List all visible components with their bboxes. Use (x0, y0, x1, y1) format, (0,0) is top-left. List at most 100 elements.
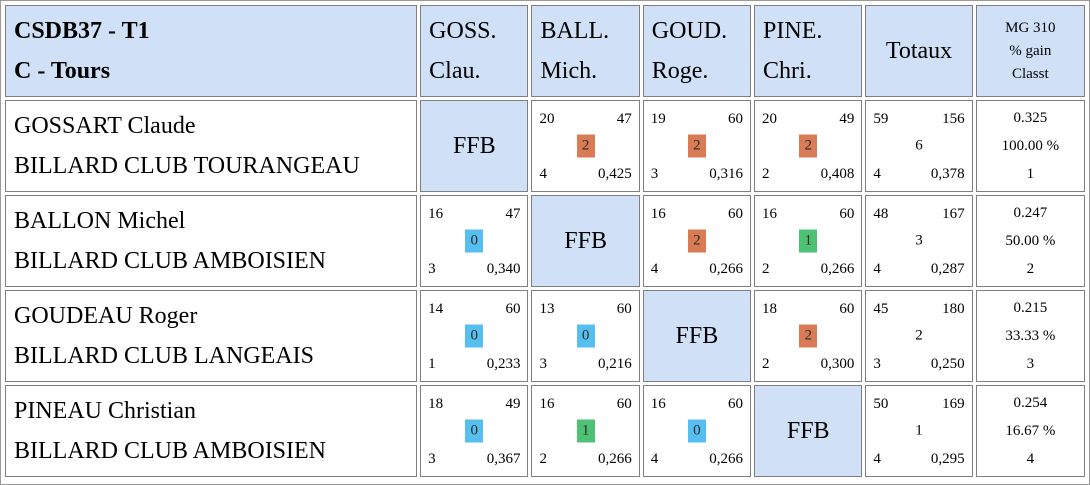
innings: 60 (839, 301, 855, 317)
win-percentage: 50.00 % (1005, 233, 1056, 249)
total-match-points: 6 (915, 137, 923, 154)
player-identity-cell: GOUDEAU Roger BILLARD CLUB LANGEAIS (5, 290, 418, 382)
average: 0,266 (598, 451, 632, 467)
player-identity-cell: BALLON Michel BILLARD CLUB AMBOISIEN (5, 195, 418, 287)
results-body: GOSSART Claude BILLARD CLUB TOURANGEAU FFB… (5, 100, 1085, 477)
match-score-cell: 16 60 0 4 0,266 (642, 385, 752, 477)
total-best-series: 4 (873, 261, 881, 277)
player-identity-cell: GOSSART Claude BILLARD CLUB TOURANGEAU (5, 100, 418, 192)
points-scored: 13 (539, 301, 555, 317)
player-header-line2: Mich. (540, 58, 598, 84)
points-scored: 16 (650, 396, 666, 412)
total-average: 0,287 (930, 261, 965, 277)
player-name: GOUDEAU Roger (14, 303, 198, 329)
stats-header: MG 310 % gain Classt (975, 5, 1085, 97)
ranking: 2 (1026, 261, 1035, 277)
stats-cell: 0.247 50.00 % 2 (975, 195, 1085, 287)
match-points-badge: 1 (576, 419, 595, 443)
ranking: 3 (1026, 356, 1035, 372)
match-points-badge: 2 (799, 134, 818, 158)
best-series: 2 (539, 451, 547, 467)
total-average: 0,295 (930, 451, 965, 467)
total-points: 45 (873, 301, 889, 317)
points-scored: 16 (762, 206, 778, 222)
player-club: BILLARD CLUB TOURANGEAU (14, 153, 360, 179)
total-innings: 180 (942, 301, 965, 317)
totals-header: Totaux (865, 5, 973, 97)
total-innings: 169 (942, 396, 965, 412)
total-points: 59 (873, 111, 889, 127)
match-points-badge: 0 (687, 419, 706, 443)
ranking: 4 (1026, 451, 1035, 467)
match-points-badge: 2 (576, 134, 595, 158)
average: 0,408 (820, 166, 855, 182)
player-club: BILLARD CLUB AMBOISIEN (14, 248, 327, 274)
average: 0,266 (709, 451, 744, 467)
player-name: PINEAU Christian (14, 398, 196, 424)
match-score-cell: 20 49 2 2 0,408 (754, 100, 863, 192)
player-header-line1: GOSS. (429, 18, 497, 44)
average: 0,266 (709, 261, 744, 277)
match-points-badge: 2 (799, 324, 818, 348)
best-series: 3 (428, 261, 436, 277)
self-match-cell: FFB (642, 290, 752, 382)
stats-cell: 0.215 33.33 % 3 (975, 290, 1085, 382)
points-scored: 16 (650, 206, 666, 222)
points-scored: 16 (539, 396, 555, 412)
stats-header-mg: MG 310 (1005, 19, 1056, 36)
totals-cell: 48 167 3 4 0,287 (865, 195, 973, 287)
best-series: 2 (762, 261, 770, 277)
best-series: 4 (650, 451, 659, 467)
self-match-cell: FFB (531, 195, 640, 287)
ranking: 1 (1026, 166, 1035, 182)
player-header-line1: GOUD. (651, 18, 728, 44)
stats-cell: 0.254 16.67 % 4 (975, 385, 1085, 477)
general-average: 0.325 (1013, 110, 1048, 126)
total-points: 48 (873, 206, 889, 222)
total-match-points: 3 (915, 232, 923, 249)
match-score-cell: 18 49 0 3 0,367 (420, 385, 529, 477)
innings: 47 (505, 206, 521, 222)
match-score-cell: 14 60 0 1 0,233 (420, 290, 529, 382)
header-row: CSDB37 - T1 C - Tours GOSS. Clau. BALL. … (5, 5, 1085, 97)
player-header-1: GOSS. Clau. (420, 5, 529, 97)
competition-location: C - Tours (14, 58, 111, 84)
player-club: BILLARD CLUB LANGEAIS (14, 343, 314, 369)
player-name: GOSSART Claude (14, 113, 196, 139)
player-header-3: GOUD. Roge. (642, 5, 752, 97)
player-row: GOSSART Claude BILLARD CLUB TOURANGEAU FFB… (5, 100, 1085, 192)
average: 0,216 (598, 356, 632, 372)
innings: 60 (616, 396, 632, 412)
player-header-line2: Chri. (763, 58, 812, 84)
innings: 60 (728, 396, 744, 412)
player-header-2: BALL. Mich. (531, 5, 640, 97)
match-score-cell: 18 60 2 2 0,300 (754, 290, 863, 382)
best-series: 3 (539, 356, 547, 372)
player-name: BALLON Michel (14, 208, 186, 234)
innings: 60 (839, 206, 855, 222)
general-average: 0.254 (1013, 395, 1048, 411)
player-header-line2: Clau. (429, 58, 481, 84)
totals-cell: 50 169 1 4 0,295 (865, 385, 973, 477)
totals-cell: 45 180 2 3 0,250 (865, 290, 973, 382)
competition-name: CSDB37 - T1 (14, 18, 150, 44)
best-series: 1 (428, 356, 436, 372)
general-average: 0.215 (1013, 300, 1048, 316)
points-scored: 14 (428, 301, 444, 317)
match-score-cell: 16 60 2 4 0,266 (642, 195, 752, 287)
win-percentage: 100.00 % (1001, 138, 1060, 154)
total-average: 0,378 (930, 166, 965, 182)
points-scored: 18 (428, 396, 444, 412)
match-score-cell: 20 47 2 4 0,425 (531, 100, 640, 192)
total-match-points: 2 (915, 327, 923, 344)
best-series: 2 (762, 166, 770, 182)
match-points-badge: 1 (799, 229, 818, 253)
points-scored: 16 (428, 206, 444, 222)
best-series: 4 (650, 261, 659, 277)
total-best-series: 4 (873, 166, 881, 182)
innings: 60 (505, 301, 521, 317)
player-identity-cell: PINEAU Christian BILLARD CLUB AMBOISIEN (5, 385, 418, 477)
average: 0,266 (820, 261, 855, 277)
